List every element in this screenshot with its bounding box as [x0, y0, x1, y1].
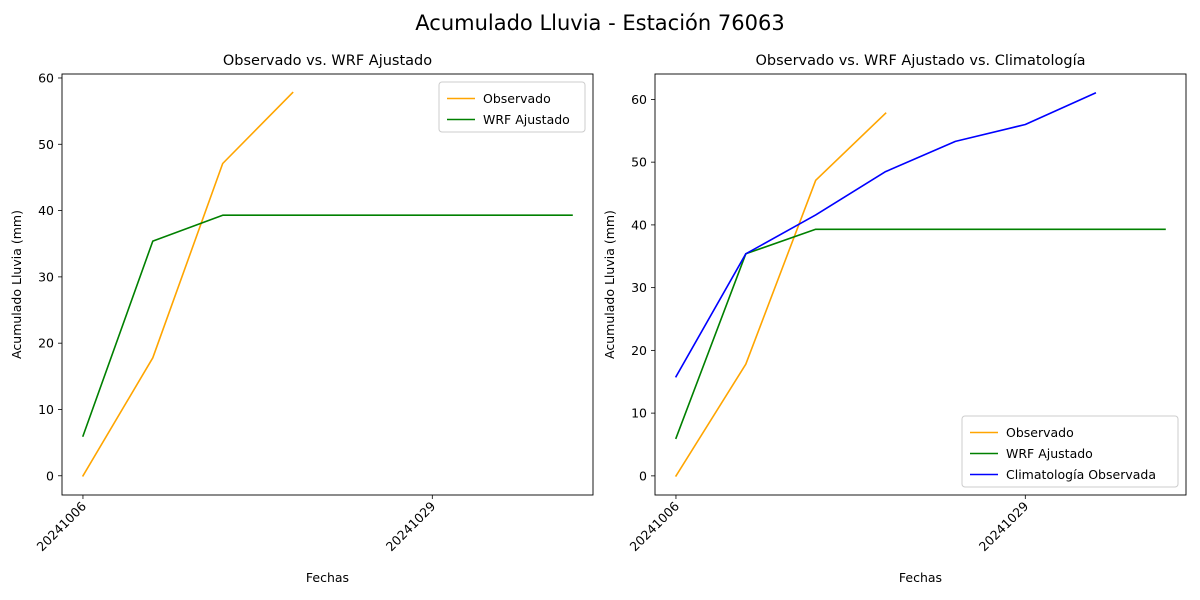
- subplot-title: Observado vs. WRF Ajustado: [223, 53, 432, 69]
- legend: Observado WRF Ajustado Climatología Observ…: [961, 415, 1179, 488]
- axes-frame: [61, 73, 594, 496]
- subplot-title: Observado vs. WRF Ajustado vs. Climatolo…: [756, 53, 1086, 69]
- y-tick-label: 50: [38, 137, 54, 152]
- y-tick-label: 20: [38, 336, 54, 351]
- series-line-observado: [674, 112, 887, 478]
- x-axis-label: Fechas: [899, 570, 942, 585]
- legend-label: Observado: [483, 91, 551, 106]
- y-tick-label: 0: [46, 468, 54, 483]
- y-axis-label: Acumulado Lluvia (mm): [602, 210, 617, 359]
- y-tick-label: 40: [631, 217, 647, 232]
- legend-label: WRF Ajustado: [1006, 446, 1093, 461]
- figure-title: Acumulado Lluvia - Estación 76063: [415, 11, 784, 35]
- axes-frame: [654, 73, 1187, 496]
- legend-box: [961, 415, 1179, 488]
- y-tick-label: 30: [38, 269, 54, 284]
- y-tick-label: 10: [38, 402, 54, 417]
- series-line-wrf-ajustado: [81, 214, 573, 438]
- y-tick-label: 10: [631, 406, 647, 421]
- legend-label: WRF Ajustado: [483, 112, 570, 127]
- legend: Observado WRF Ajustado: [438, 81, 586, 133]
- y-tick-label: 60: [631, 92, 647, 107]
- y-tick-label: 50: [631, 155, 647, 170]
- x-axis-label: Fechas: [306, 570, 349, 585]
- y-tick-label: 60: [38, 70, 54, 85]
- series-line-wrf-ajustado: [674, 228, 1166, 440]
- y-tick-label: 0: [639, 468, 647, 483]
- y-tick-label: 20: [631, 343, 647, 358]
- y-tick-label: 30: [631, 280, 647, 295]
- legend-label: Climatología Observada: [1006, 467, 1156, 482]
- series-line-observado: [81, 91, 294, 477]
- y-tick-label: 40: [38, 203, 54, 218]
- series-line-climatolog-a-observada: [674, 92, 1097, 378]
- legend-label: Observado: [1006, 425, 1074, 440]
- legend-box: [438, 81, 586, 133]
- y-axis-label: Acumulado Lluvia (mm): [9, 210, 24, 359]
